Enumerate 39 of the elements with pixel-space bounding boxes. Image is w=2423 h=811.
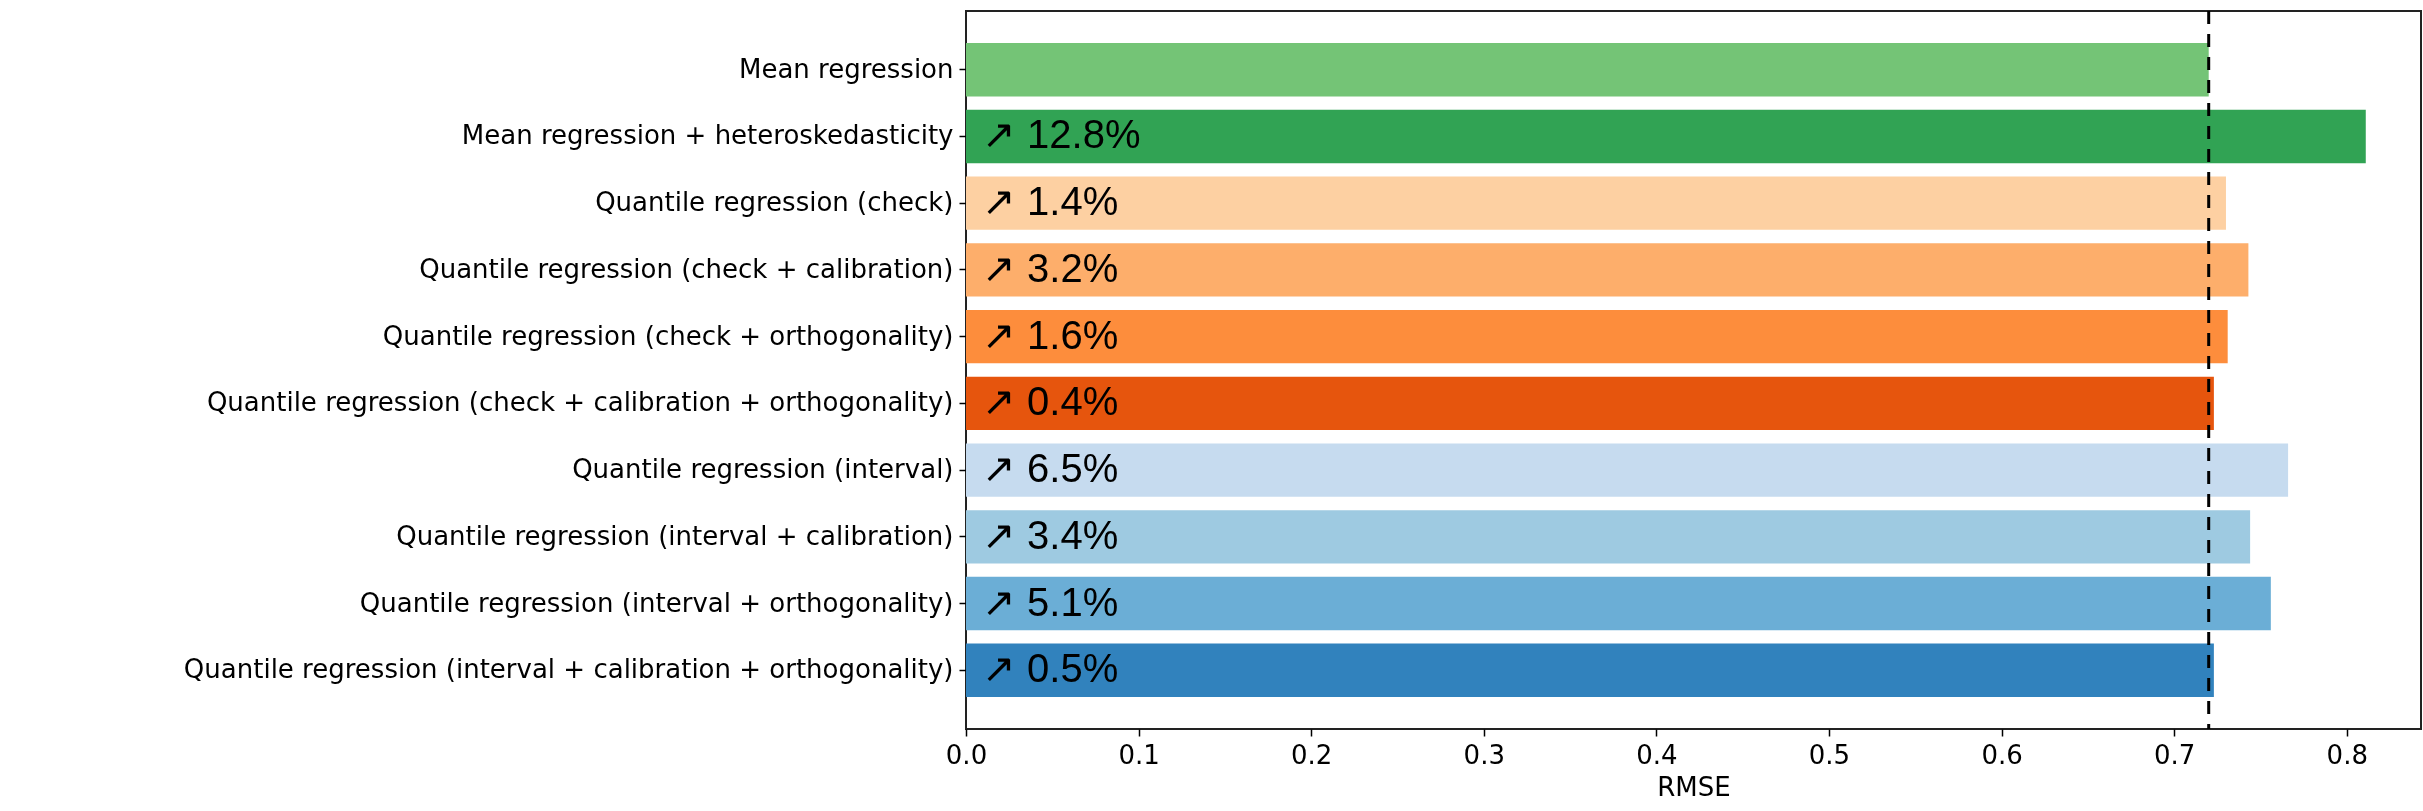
x-tick-label: 0.7 <box>2154 739 2196 770</box>
annotation: ↗ 1.6% <box>982 312 1119 357</box>
x-tick-label: 0.8 <box>2326 739 2368 770</box>
bar <box>966 376 2214 431</box>
y-tick-label: Mean regression <box>738 53 954 84</box>
annotation: ↗ 3.4% <box>982 512 1119 557</box>
x-tick-label: 0.0 <box>945 739 988 770</box>
annotation: ↗ 0.5% <box>982 646 1119 691</box>
y-tick-label: Quantile regression (interval + orthogonality) <box>359 587 954 618</box>
y-tick-label: Quantile regression (interval + calibration) <box>396 520 954 551</box>
annotation: ↗ 1.4% <box>982 179 1119 224</box>
x-tick-label: 0.6 <box>1981 739 2023 770</box>
bar <box>966 510 2251 564</box>
bar <box>966 643 2214 697</box>
y-tick-label: Quantile regression (interval) <box>572 454 954 485</box>
x-tick-label: 0.5 <box>1808 739 1851 770</box>
annotation: ↗ 5.1% <box>982 579 1119 624</box>
x-axis-title: RMSE <box>1657 771 1731 802</box>
y-tick-label: Quantile regression (check) <box>595 187 954 218</box>
bar <box>966 176 2226 230</box>
x-tick-label: 0.4 <box>1636 739 1678 770</box>
bar <box>966 109 2366 164</box>
y-tick-label: Mean regression + heteroskedasticity <box>461 120 954 151</box>
annotation: ↗ 3.2% <box>982 245 1119 290</box>
y-tick-label: Quantile regression (check + calibration + orthogonality) <box>206 387 954 418</box>
bar <box>966 309 2228 364</box>
annotation: ↗ 12.8% <box>982 112 1141 157</box>
x-tick-label: 0.3 <box>1463 739 1505 770</box>
x-tick-label: 0.1 <box>1118 739 1160 770</box>
annotation: ↗ 6.5% <box>982 446 1119 491</box>
y-tick-label: Quantile regression (interval + calibration + orthogonality) <box>183 654 954 685</box>
bar <box>966 443 2289 497</box>
y-tick-label: Quantile regression (check + orthogonality) <box>382 320 954 351</box>
bar <box>966 243 2249 297</box>
y-tick-label: Quantile regression (check + calibration) <box>419 253 954 284</box>
annotation: ↗ 0.4% <box>982 379 1119 424</box>
bar <box>966 43 2209 97</box>
bar <box>966 576 2271 631</box>
x-tick-label: 0.2 <box>1291 739 1333 770</box>
